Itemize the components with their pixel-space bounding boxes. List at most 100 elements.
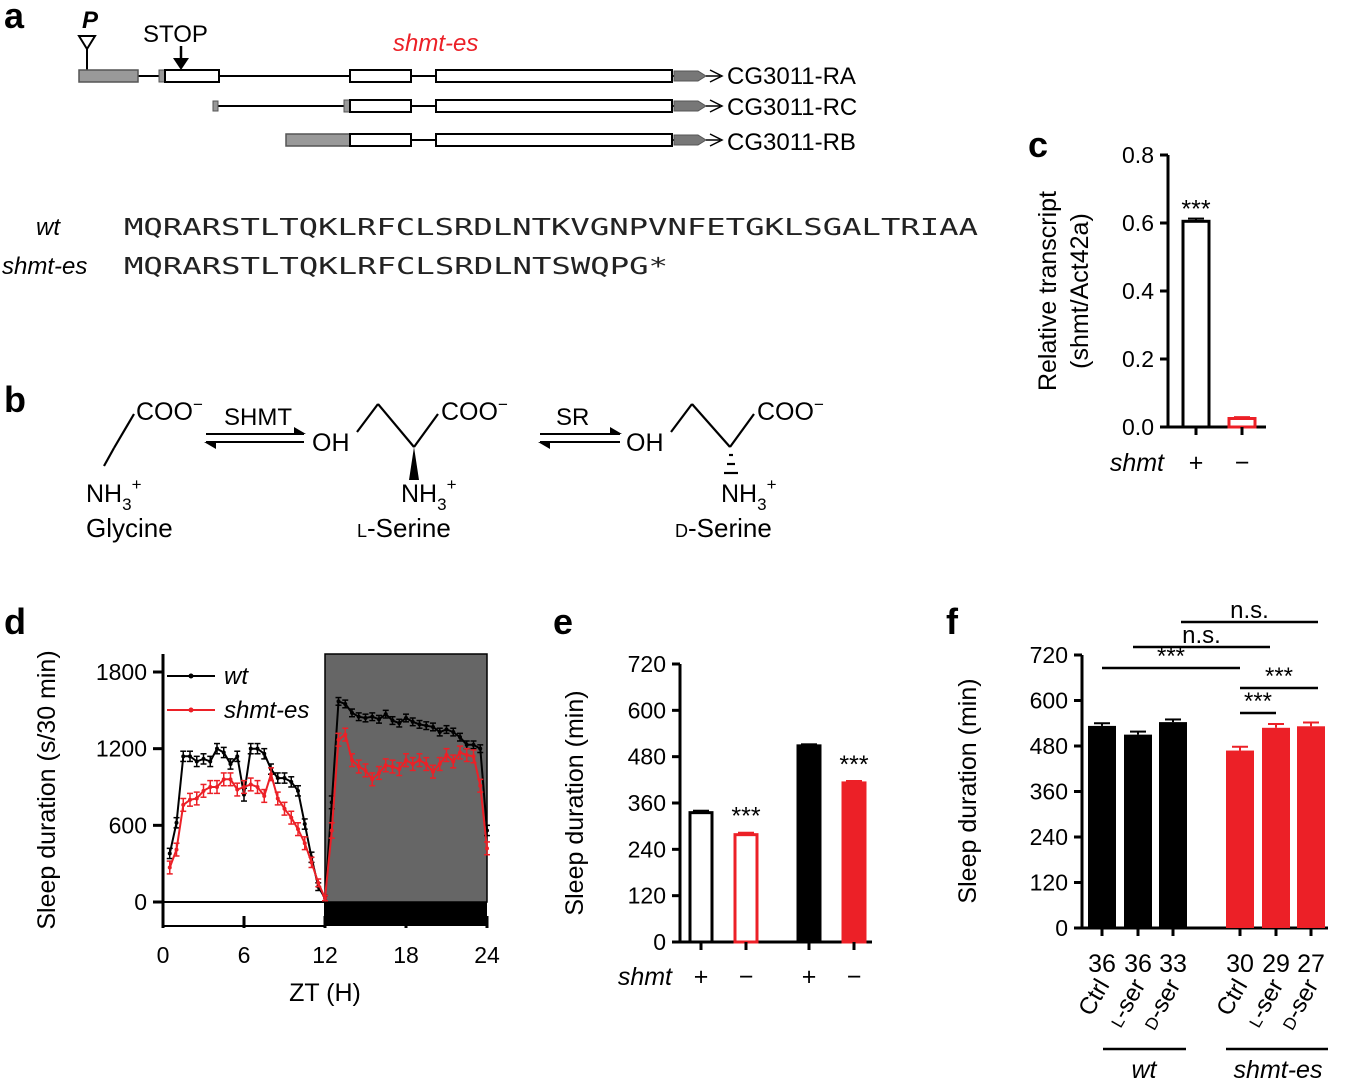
d-data-point	[208, 759, 213, 764]
d-data-point	[383, 763, 388, 768]
sequence-wt: MQRARSTLTQKLRFCLSRDLNTKVGNPVNFETGKLSGALT…	[124, 215, 978, 241]
sr-equilibrium-arrow: SR	[538, 404, 622, 449]
d-data-point	[464, 753, 469, 758]
sequence-name-shmt-es: shmt-es	[2, 253, 87, 280]
d-serine-coo: COO−	[757, 395, 824, 426]
utr-exon-ra-1	[78, 69, 139, 83]
chart-d: 0 600 1200 1800 0 6 12 18 24 ZT (H) Sleep duration…	[33, 650, 500, 1007]
f-comparison-label: ***	[1157, 643, 1185, 670]
d-serine-name: D-Serine	[675, 513, 772, 543]
d-data-point	[356, 764, 361, 769]
d-data-point	[255, 785, 260, 789]
transcript-label-rc: CG3011-RC	[727, 94, 857, 121]
d-data-point	[431, 724, 435, 729]
e-significance: ***	[731, 803, 760, 831]
d-data-point	[363, 768, 368, 773]
d-data-point	[437, 762, 442, 766]
e-category-label: −	[739, 963, 754, 991]
c-category-label: −	[1235, 449, 1250, 477]
d-data-point	[248, 746, 253, 751]
d-data-point	[309, 860, 314, 865]
panel-label-f: f	[946, 601, 959, 642]
c-y-tick-label: 0.6	[1122, 210, 1154, 236]
d-data-point	[404, 716, 408, 720]
f-y-label: Sleep duration (min)	[954, 678, 982, 903]
d-data-point	[390, 718, 395, 723]
d-data-point	[167, 851, 172, 856]
coding-exon-ra-1	[164, 69, 220, 83]
d-data-point	[404, 758, 408, 763]
e-bar	[688, 811, 714, 944]
e-bar	[733, 833, 759, 944]
c-y-tick-label: 0.0	[1122, 414, 1154, 440]
d-data-point	[221, 777, 226, 782]
d-data-point	[370, 714, 375, 719]
f-y-tick-label: 480	[1030, 733, 1068, 759]
d-data-point	[444, 727, 449, 732]
enzyme-shmt-label: SHMT	[224, 404, 292, 431]
d-data-point	[444, 753, 449, 758]
l-serine-name: L-Serine	[357, 513, 451, 543]
d-data-point	[282, 776, 287, 781]
d-data-point	[235, 754, 240, 759]
gene-diagram: P STOP shmt-es CG3011-RA CG3011-RC	[77, 7, 857, 156]
f-comparison-label: n.s.	[1182, 622, 1221, 649]
sequence-alignment: wt MQRARSTLTQKLRFCLSRDLNTKVGNPVNFETGKLSG…	[2, 214, 978, 280]
d-data-point	[363, 716, 368, 720]
d-y-tick-label: 1200	[96, 736, 147, 762]
f-bar	[1226, 750, 1254, 928]
d-data-point	[282, 806, 287, 811]
panel-label-b: b	[4, 379, 26, 420]
d-data-point	[329, 828, 334, 833]
d-serine-hash	[724, 453, 738, 475]
l-serine-structure: OH COO− NH3+ L-Serine	[312, 395, 508, 543]
d-data-point	[316, 880, 321, 885]
glycine-structure: COO− NH3+ Glycine	[86, 395, 203, 543]
panel-label-a: a	[4, 0, 25, 36]
glycine-coo: COO−	[136, 395, 203, 426]
c-bar	[1227, 417, 1257, 429]
c-y-label-2: (shmt/Act42a)	[1066, 213, 1094, 369]
e-y-tick-label: 240	[628, 836, 666, 862]
chart-c: 0.0 0.2 0.4 0.6 0.8 + − *** shmt Relative transcr…	[1034, 142, 1266, 477]
d-data-point	[323, 896, 327, 901]
d-data-point	[451, 759, 456, 764]
f-bar	[1124, 734, 1152, 928]
d-data-point	[248, 782, 253, 787]
d-x-label: ZT (H)	[289, 979, 361, 1007]
d-data-point	[390, 764, 395, 769]
stop-arrow-head	[173, 58, 189, 70]
d-data-point	[424, 723, 429, 728]
d-data-point	[356, 714, 361, 719]
d-data-point	[417, 722, 422, 727]
d-y-tick-label: 0	[134, 889, 147, 915]
e-y-tick-label: 600	[628, 697, 666, 723]
glycine-nh3: NH3+	[86, 475, 142, 514]
chart-f: 012024036048060072036Ctrl36L-ser33D-ser3…	[954, 597, 1328, 1082]
utr-exon-rb-1	[285, 133, 351, 147]
d-data-point	[451, 730, 456, 735]
l-serine-coo: COO−	[441, 395, 508, 426]
f-category-label: Ctrl	[1211, 975, 1253, 1021]
shmt-es-label: shmt-es	[393, 30, 478, 57]
d-legend-marker-shmt-es	[188, 707, 194, 713]
e-bar	[796, 744, 822, 944]
d-data-point	[289, 779, 294, 784]
f-bar	[1297, 726, 1325, 928]
d-serine-oh: OH	[626, 429, 664, 457]
f-group-label-wt: wt	[1132, 1056, 1158, 1082]
d-data-point	[181, 754, 186, 759]
l-serine-oh: OH	[312, 429, 350, 457]
f-n-label: 27	[1297, 950, 1325, 978]
d-data-point	[296, 827, 300, 832]
f-y-tick-label: 360	[1030, 779, 1068, 805]
arrow-tip-ra	[709, 69, 724, 83]
chart-e: 0 120 240 360 480 600 720 + − *** + − *** shmt Sleep d…	[561, 651, 872, 991]
d-data-point	[397, 767, 402, 772]
sequence-name-wt: wt	[36, 214, 61, 241]
d-legend-marker-wt	[188, 673, 194, 679]
d-data-point	[370, 777, 375, 782]
d-data-point	[336, 699, 341, 704]
d-data-point	[215, 746, 219, 751]
d-data-point	[174, 820, 179, 825]
